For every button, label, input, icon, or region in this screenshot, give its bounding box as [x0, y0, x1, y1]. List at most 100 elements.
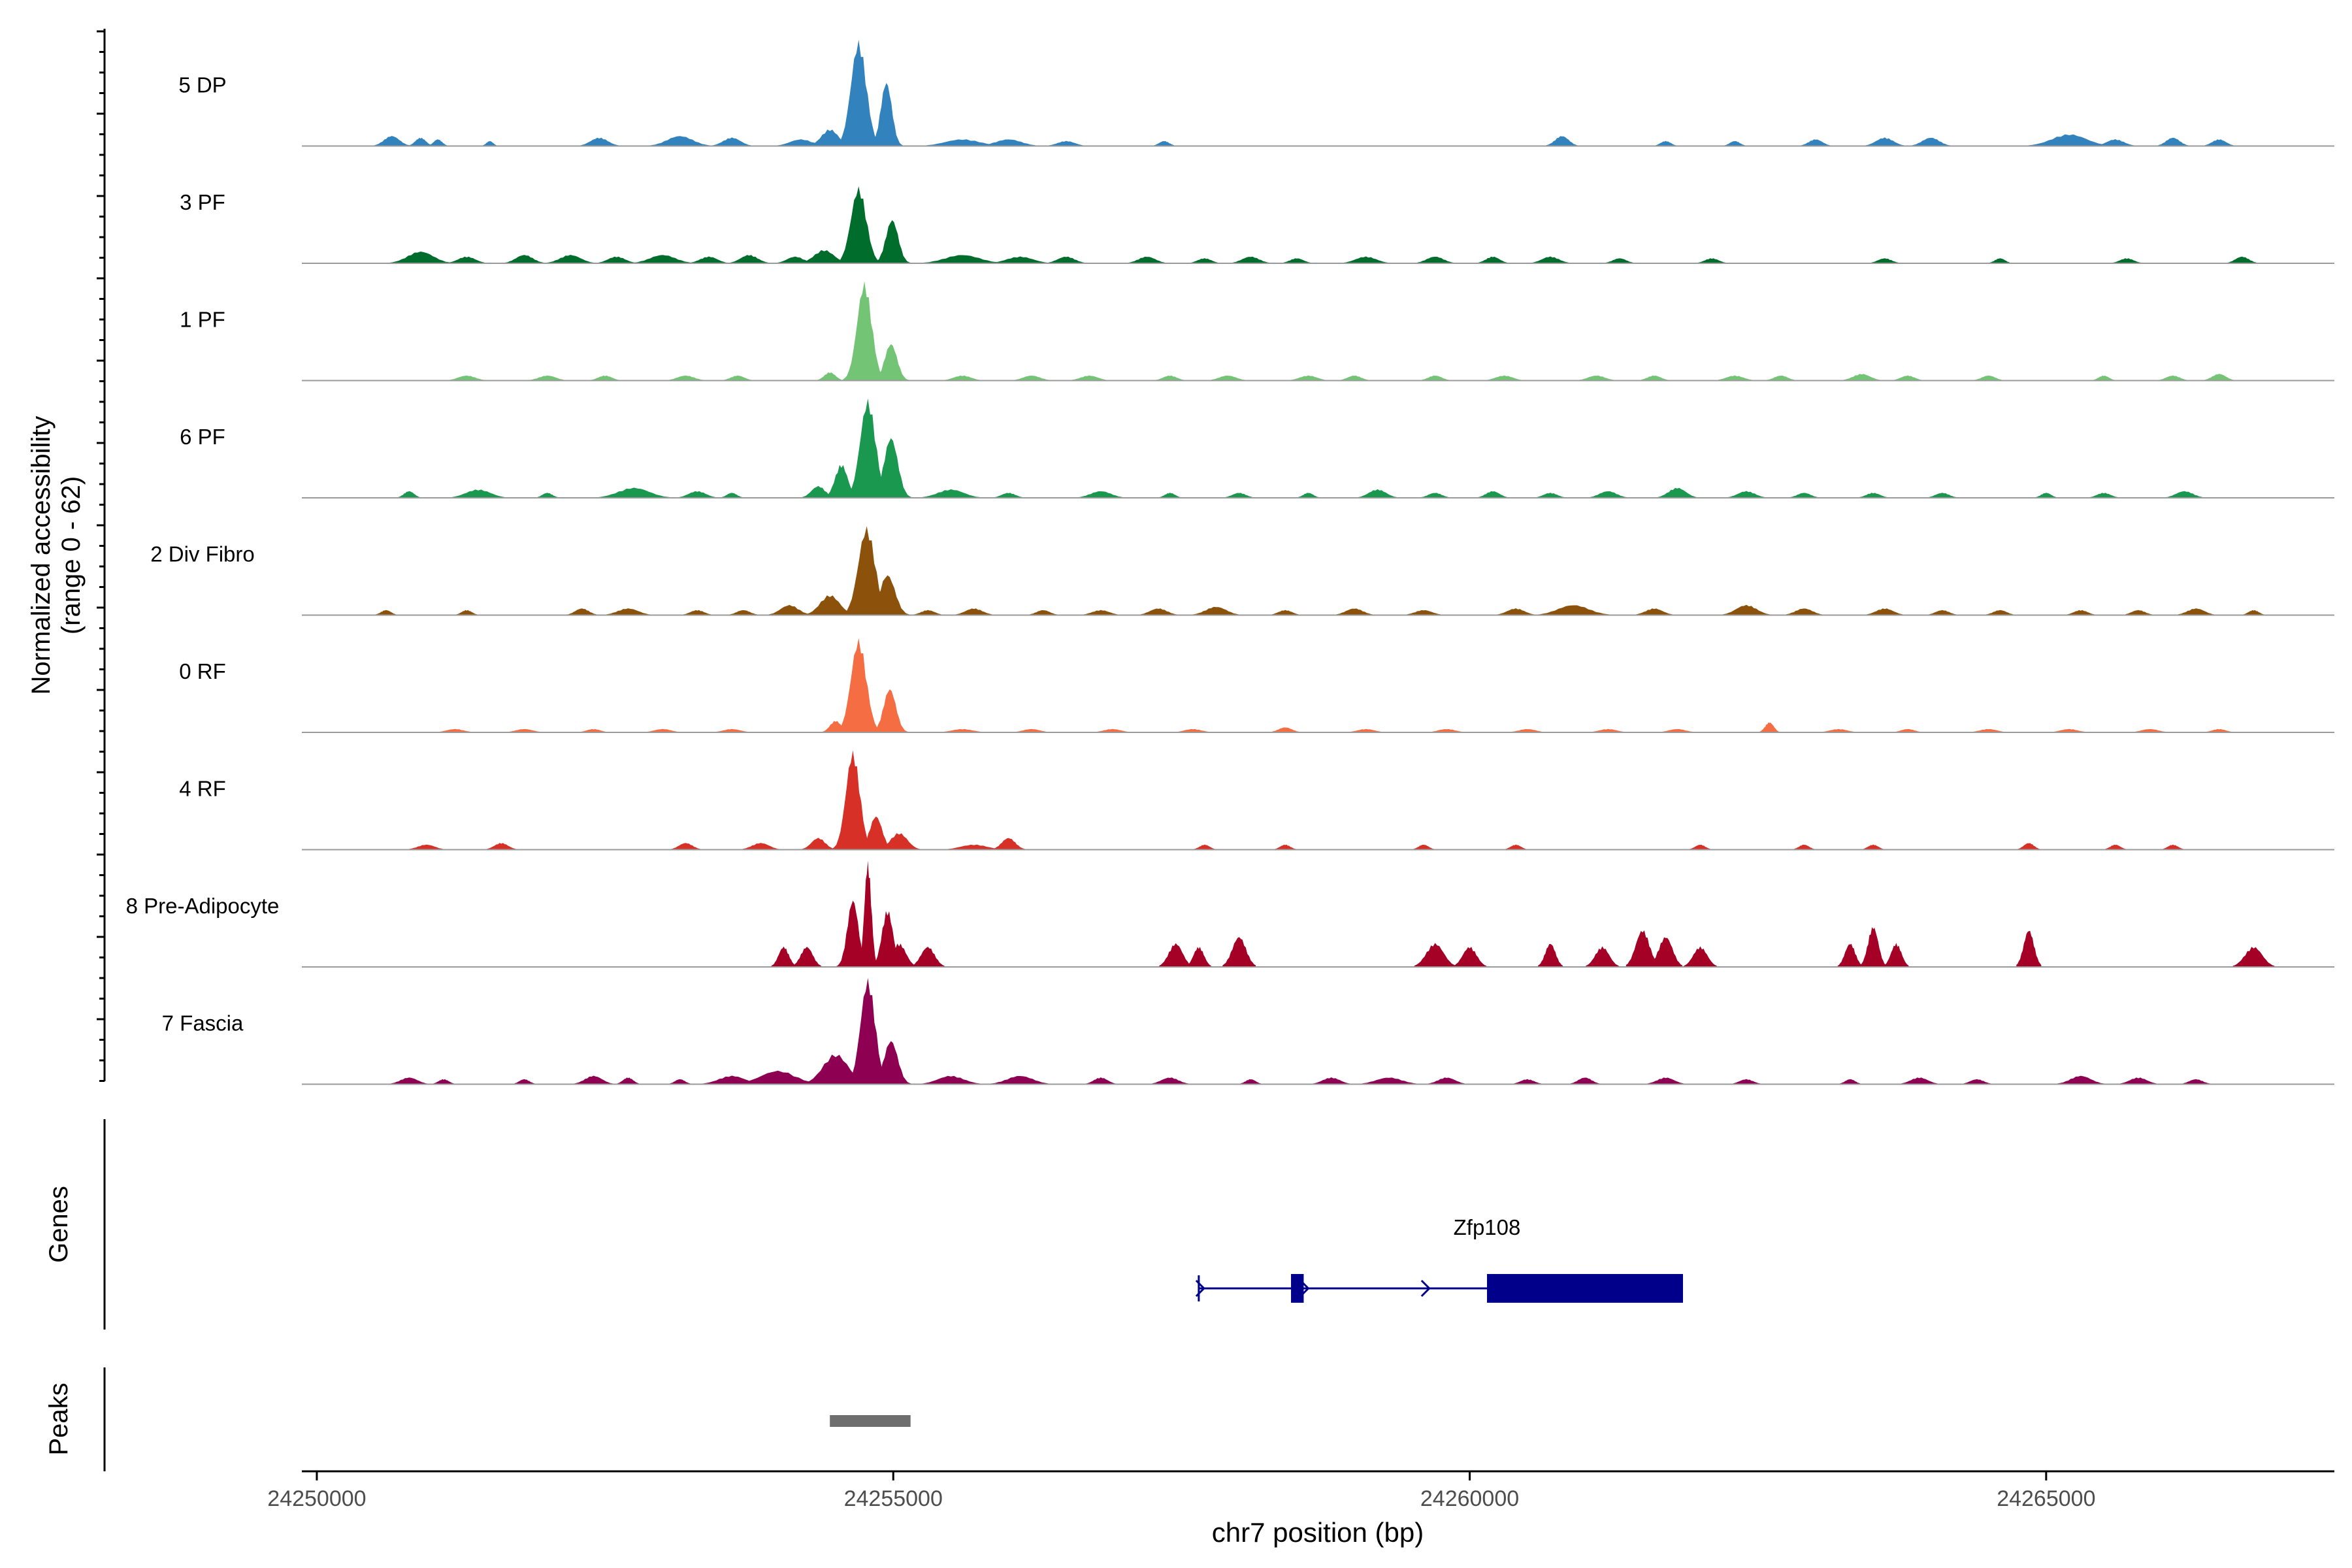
coverage-blip	[503, 255, 546, 263]
coverage-peak	[870, 83, 904, 146]
coverage-blip	[1414, 943, 1456, 967]
coverage-blip	[2027, 134, 2111, 146]
coverage-blip	[1884, 943, 1909, 967]
coverage-blip	[1722, 140, 1748, 146]
coverage-blip	[988, 256, 1051, 263]
coverage-blip	[1533, 493, 1567, 498]
coverage-blip	[1864, 608, 1906, 615]
coverage-blip	[1856, 493, 1890, 498]
coverage-blip	[919, 1075, 983, 1085]
coverage-blip	[1091, 728, 1134, 732]
coverage-tracks: 5 DP 3 PF 1 PF 6 PF 2 Div Fibro 0 RF 4 RF 8 Pre…	[126, 39, 2334, 1085]
coverage-blip	[992, 493, 1026, 498]
coverage-blip	[2202, 728, 2236, 732]
x-tick-label: 24250000	[267, 1486, 366, 1511]
coverage-blip	[711, 137, 753, 146]
coverage-blip	[2202, 374, 2236, 381]
x-axis-label: chr7 position (bp)	[1212, 1517, 1424, 1548]
coverage-blip	[1987, 258, 2013, 263]
coverage-peak	[768, 139, 834, 146]
coverage-blip	[1075, 491, 1126, 498]
coverage-blip	[1653, 140, 1678, 146]
track-label: 3 PF	[180, 190, 225, 214]
coverage-blip	[667, 1079, 693, 1085]
coverage-peak	[857, 860, 879, 967]
coverage-blip	[1149, 1077, 1191, 1085]
gene-track: Zfp108	[1195, 1215, 1683, 1303]
coverage-blip	[1188, 258, 1222, 263]
coverage-blip	[546, 255, 596, 263]
coverage-blip	[454, 610, 480, 615]
coverage-blip	[1476, 491, 1510, 498]
coverage-blip	[2156, 137, 2190, 146]
coverage-blip	[2110, 258, 2144, 263]
coverage-blip	[397, 491, 422, 498]
coverage-peak	[805, 129, 855, 146]
coverage-blip	[434, 728, 476, 732]
coverage-blip	[1684, 946, 1717, 967]
coverage-blip	[449, 489, 508, 498]
coverage-blip	[596, 256, 638, 263]
coverage-peak	[800, 595, 859, 615]
coverage-peak	[846, 977, 890, 1085]
x-axis-ticks: 24250000 24255000 24260000 24265000	[267, 1471, 2095, 1511]
track-label: 7 Fascia	[162, 1011, 244, 1036]
coverage-blip	[1967, 728, 2010, 732]
coverage-blip	[1818, 728, 1859, 732]
coverage-blip	[1222, 937, 1256, 967]
coverage-blip	[1587, 491, 1629, 498]
coverage-blip	[1649, 937, 1682, 967]
coverage-blip	[431, 1079, 457, 1085]
coverage-blip	[882, 943, 916, 967]
coverage-blip	[1238, 1079, 1264, 1085]
coverage-peak	[770, 256, 821, 263]
coverage-blip	[1230, 256, 1271, 263]
coverage-blip	[680, 610, 714, 615]
coverage-blip	[1157, 493, 1183, 498]
coverage-blip	[664, 375, 707, 381]
coverage-blip	[1656, 487, 1698, 498]
coverage-blip	[1151, 140, 1177, 146]
coverage-blip	[1476, 256, 1510, 263]
coverage-blip	[1899, 1077, 1940, 1085]
coverage-blip	[427, 139, 449, 146]
x-tick-label: 24255000	[844, 1486, 943, 1511]
coverage-blip	[1536, 605, 1611, 615]
coverage-peak	[794, 250, 853, 263]
coverage-blip	[512, 1079, 537, 1085]
track-5-dp: 5 DP	[178, 39, 2334, 147]
coverage-peak	[871, 689, 909, 732]
coverage-blip	[1725, 491, 1767, 498]
track-label: 2 Div Fibro	[150, 542, 255, 566]
coverage-blip	[2156, 375, 2190, 381]
track-4-rf: 4 RF	[179, 750, 2334, 851]
coverage-blip	[2055, 1075, 2106, 1085]
coverage-blip	[1625, 930, 1659, 967]
coverage-blip	[1186, 947, 1211, 967]
coverage-blip	[1729, 1079, 1763, 1085]
coverage-blip	[988, 1076, 1051, 1085]
coverage-blip	[1503, 844, 1529, 850]
coverage-blip	[1538, 943, 1563, 967]
coverage-blip	[719, 493, 745, 498]
coverage-blip	[1840, 374, 1883, 381]
coverage-blip	[2064, 610, 2098, 615]
gene-exon	[1487, 1274, 1683, 1303]
coverage-blip	[919, 489, 983, 498]
coverage-blip	[642, 728, 684, 732]
coverage-blip	[1191, 606, 1241, 615]
track-label: 8 Pre-Adipocyte	[126, 894, 280, 918]
coverage-blip	[1511, 1079, 1544, 1085]
coverage-peak	[870, 1041, 912, 1085]
x-tick-label: 24265000	[1997, 1486, 2095, 1511]
coverage-blip	[1045, 140, 1087, 146]
coverage-blip	[1222, 493, 1256, 498]
coverage-blip	[2160, 844, 2185, 850]
peak-region-bar	[830, 1415, 911, 1427]
y-axis-label-line2: (range 0 - 62)	[57, 476, 86, 634]
track-1-pf: 1 PF	[180, 281, 2334, 382]
coverage-blip	[1414, 257, 1456, 263]
coverage-blip	[1287, 375, 1330, 381]
coverage-blip	[921, 139, 1004, 146]
